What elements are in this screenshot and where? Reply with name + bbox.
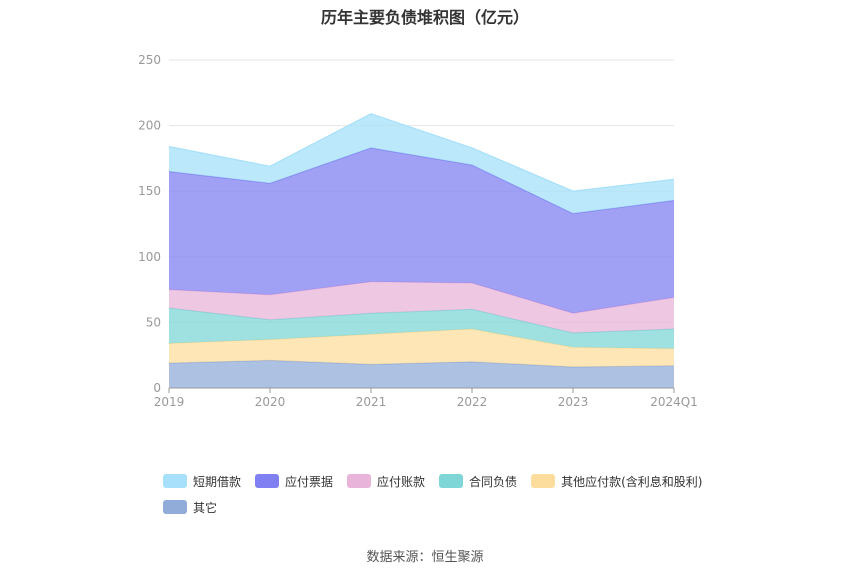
legend: 短期借款 应付票据 应付账款 合同负债 其他应付款(含利息和股利) 其它 [163, 472, 723, 516]
x-tick-label: 2023 [558, 395, 589, 409]
x-tick-label: 2019 [154, 395, 185, 409]
x-tick-label: 2022 [457, 395, 488, 409]
area-series [168, 113, 675, 388]
legend-swatch [439, 474, 464, 488]
legend-item[interactable]: 合同负债 [439, 472, 517, 490]
legend-label: 合同负债 [469, 474, 518, 489]
legend-label: 短期借款 [193, 474, 242, 489]
legend-item[interactable]: 应付账款 [347, 472, 425, 490]
legend-label: 应付账款 [377, 474, 426, 489]
y-tick-label: 50 [146, 315, 161, 329]
y-tick-label: 200 [138, 119, 161, 133]
legend-swatch [163, 474, 187, 488]
area-短期借款 [169, 113, 674, 214]
legend-item[interactable]: 短期借款 [163, 472, 241, 490]
x-tick-label: 2020 [255, 395, 286, 409]
legend-label: 应付票据 [285, 474, 334, 489]
legend-item[interactable]: 其他应付款(含利息和股利) [531, 472, 702, 490]
x-tick-label: 2024Q1 [650, 395, 698, 409]
legend-swatch [163, 500, 187, 514]
chart-title: 历年主要负债堆积图（亿元） [320, 8, 529, 27]
legend-item[interactable]: 应付票据 [255, 472, 333, 490]
line-短期借款 [168, 113, 675, 192]
legend-label: 其它 [193, 500, 218, 515]
legend-swatch [531, 474, 556, 488]
y-tick-label: 100 [138, 250, 161, 264]
stacked-area-chart: 0 50 100 150 200 250 2019 2020 2021 2022 2023 2024Q… [138, 53, 698, 409]
y-tick-label: 250 [138, 53, 161, 67]
legend-label: 其他应付款(含利息和股利) [561, 474, 703, 489]
source-note: 数据来源：恒生聚源 [366, 550, 484, 565]
y-tick-label: 150 [138, 184, 161, 198]
axes: 0 50 100 150 200 250 2019 2020 2021 2022 2023 2024Q… [138, 53, 698, 409]
x-tick-label: 2021 [356, 395, 387, 409]
area-应付账款 [169, 281, 674, 333]
area-应付票据 [169, 147, 674, 314]
legend-item[interactable]: 其它 [163, 498, 217, 516]
y-tick-label: 0 [153, 381, 161, 395]
legend-swatch [347, 474, 372, 488]
area-其它 [169, 360, 674, 388]
legend-swatch [255, 474, 280, 488]
